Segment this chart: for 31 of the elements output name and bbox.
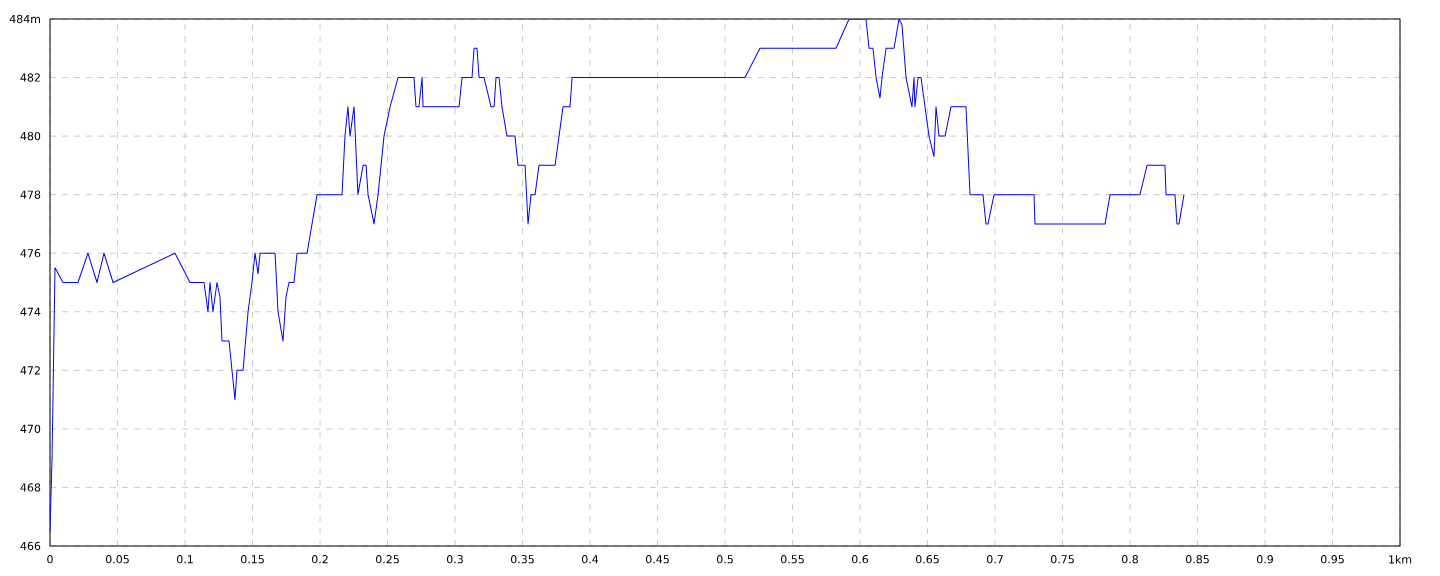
y-tick-label: 470 xyxy=(20,424,41,434)
y-tick-label: 480 xyxy=(20,131,41,141)
x-tick-label: 0.2 xyxy=(311,555,328,564)
y-tick-label: 468 xyxy=(20,483,41,492)
x-tick-label: 1km xyxy=(1389,555,1412,564)
x-tick-label: 0.25 xyxy=(375,555,399,564)
x-tick-label: 0.85 xyxy=(1185,555,1209,564)
x-tick-label: 0.05 xyxy=(105,555,129,564)
y-tick-label: 474 xyxy=(20,307,41,316)
x-tick-label: 0.15 xyxy=(240,555,264,564)
x-tick-label: 0.75 xyxy=(1050,555,1074,564)
y-tick-label: 484m xyxy=(9,14,41,24)
y-tick-label: 482 xyxy=(20,73,40,82)
x-tick-label: 0.95 xyxy=(1320,555,1344,564)
x-tick-label: 0.9 xyxy=(1256,555,1273,564)
x-tick-label: 0.1 xyxy=(176,555,193,564)
x-tick-label: 0.6 xyxy=(851,555,869,564)
x-tick-label: 0.35 xyxy=(510,555,534,564)
y-tick-label: 478 xyxy=(20,190,41,199)
y-tick-label: 472 xyxy=(20,366,40,375)
x-tick-label: 0 xyxy=(47,555,53,564)
x-tick-label: 0.8 xyxy=(1121,555,1138,564)
y-tick-label: 466 xyxy=(20,541,41,551)
x-tick-label: 0.5 xyxy=(716,555,733,564)
x-tick-label: 0.7 xyxy=(986,555,1003,564)
y-tick-label: 476 xyxy=(20,249,41,258)
x-tick-label: 0.4 xyxy=(581,555,599,564)
x-tick-label: 0.65 xyxy=(915,555,939,564)
x-tick-label: 0.55 xyxy=(780,555,804,564)
x-tick-label: 0.3 xyxy=(446,555,463,564)
x-tick-label: 0.45 xyxy=(645,555,669,564)
